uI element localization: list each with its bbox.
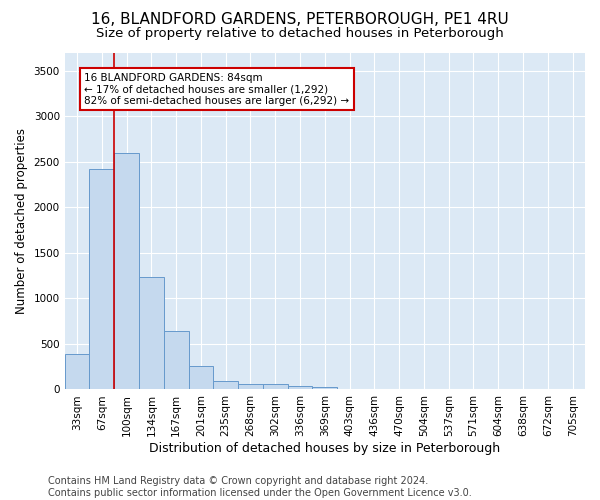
- Bar: [114, 152, 139, 390]
- Bar: [287, 386, 313, 390]
- Bar: [313, 386, 337, 390]
- Bar: [65, 354, 89, 390]
- X-axis label: Distribution of detached houses by size in Peterborough: Distribution of detached houses by size …: [149, 442, 500, 455]
- Bar: [214, 382, 238, 390]
- Bar: [188, 366, 214, 390]
- Text: Size of property relative to detached houses in Peterborough: Size of property relative to detached ho…: [96, 28, 504, 40]
- Text: 16, BLANDFORD GARDENS, PETERBOROUGH, PE1 4RU: 16, BLANDFORD GARDENS, PETERBOROUGH, PE1…: [91, 12, 509, 28]
- Bar: [164, 331, 188, 390]
- Bar: [89, 169, 114, 390]
- Text: Contains HM Land Registry data © Crown copyright and database right 2024.
Contai: Contains HM Land Registry data © Crown c…: [48, 476, 472, 498]
- Text: 16 BLANDFORD GARDENS: 84sqm
← 17% of detached houses are smaller (1,292)
82% of : 16 BLANDFORD GARDENS: 84sqm ← 17% of det…: [85, 72, 350, 106]
- Bar: [139, 276, 164, 390]
- Bar: [238, 384, 263, 390]
- Bar: [263, 384, 287, 390]
- Y-axis label: Number of detached properties: Number of detached properties: [15, 128, 28, 314]
